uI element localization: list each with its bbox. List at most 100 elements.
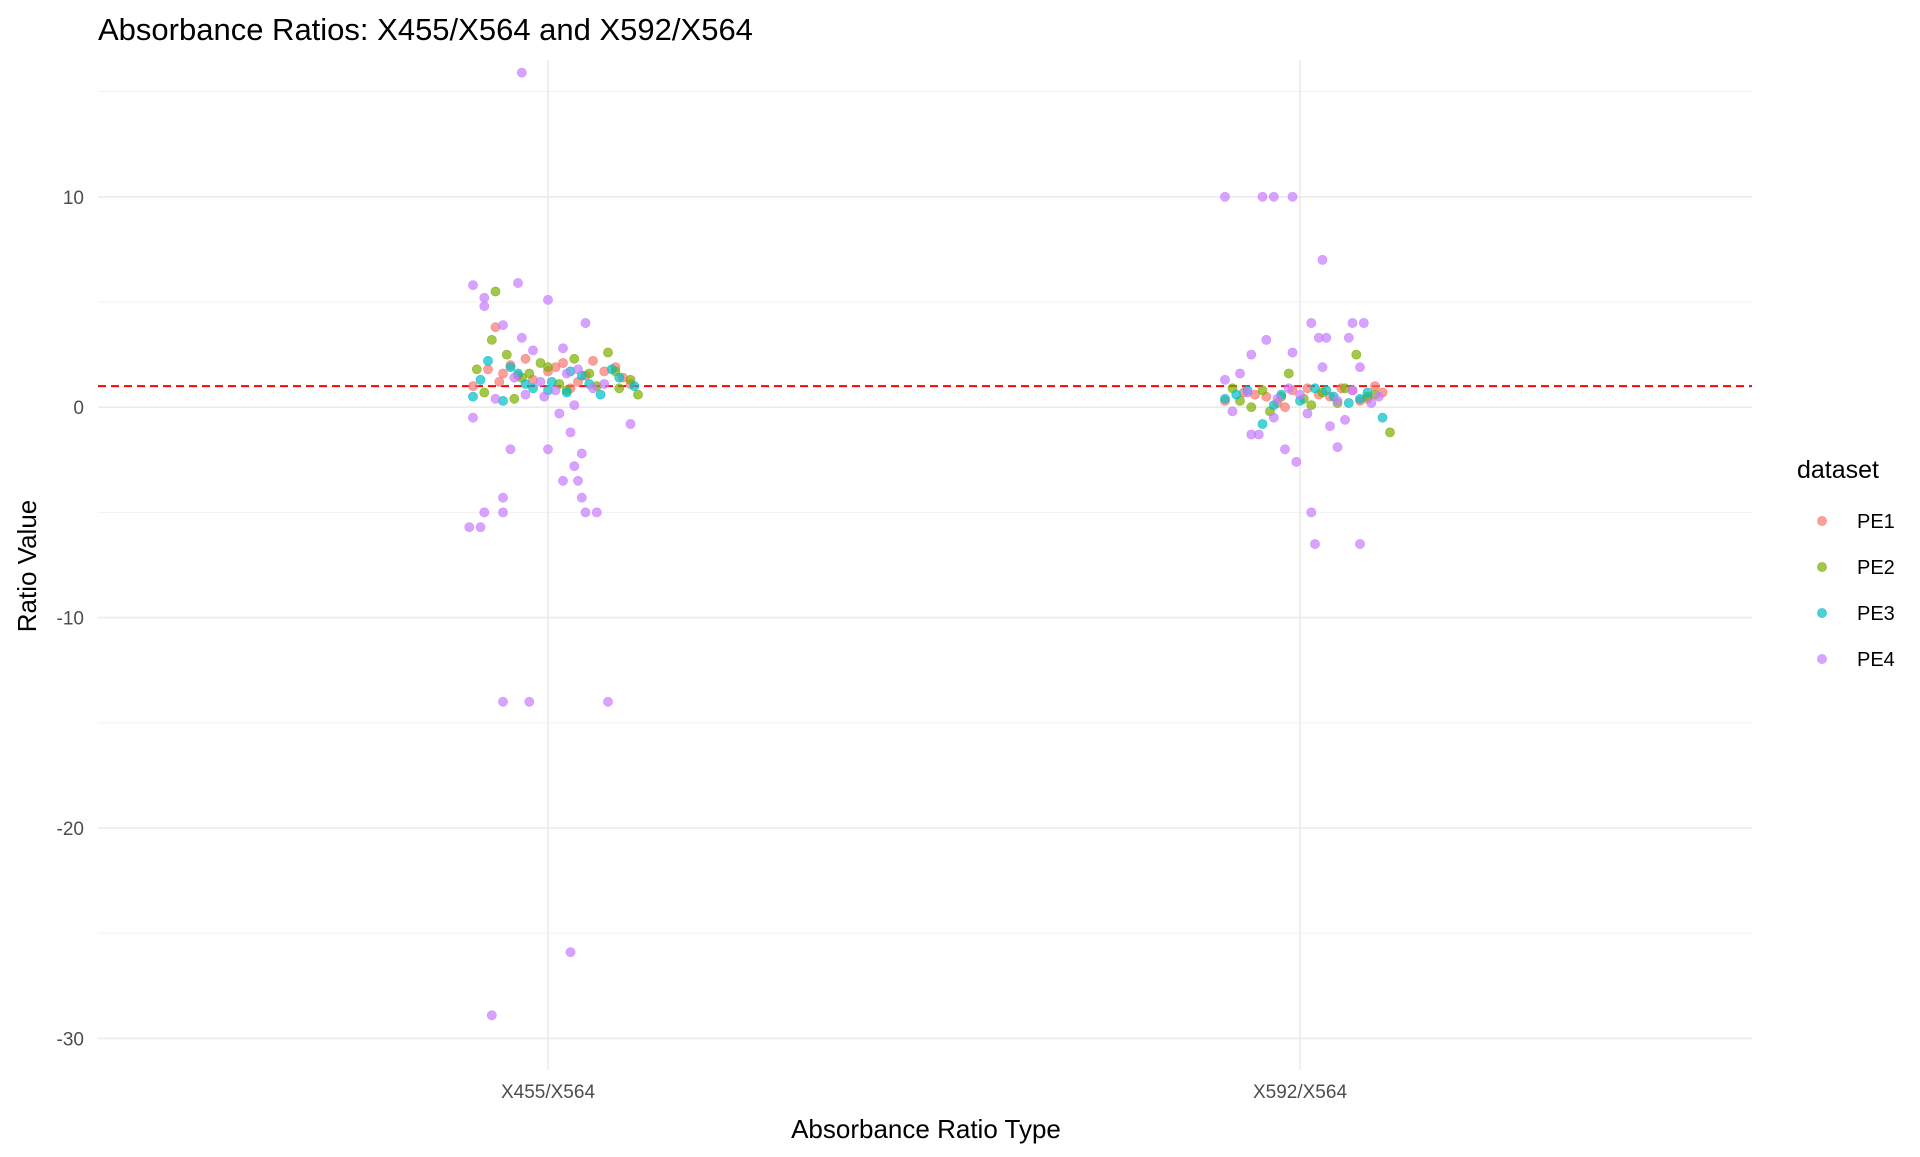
data-point-pe4 [550, 385, 561, 396]
legend-key-pe3 [1817, 608, 1827, 618]
data-point-pe2 [603, 347, 613, 358]
data-point-pe1 [494, 376, 505, 387]
data-point-pe3 [475, 374, 486, 385]
legend-label-pe3: PE3 [1857, 603, 1895, 625]
data-point-pe1 [468, 381, 478, 391]
data-point-pe4 [1317, 254, 1328, 265]
data-point-pe4 [588, 383, 598, 394]
data-point-pe4 [1332, 395, 1343, 406]
series-pe1 [468, 322, 1388, 413]
data-point-pe2 [479, 387, 490, 398]
data-point-pe3 [595, 389, 606, 400]
data-point-pe4 [1253, 429, 1264, 440]
legend-key-pe4 [1817, 654, 1827, 664]
data-point-pe4 [479, 292, 490, 303]
data-point-pe2 [633, 389, 643, 400]
data-point-pe4 [576, 448, 587, 459]
data-point-pe4 [569, 461, 580, 471]
data-point-pe4 [505, 444, 516, 455]
data-point-pe1 [1370, 381, 1380, 391]
data-point-pe4 [1287, 191, 1298, 202]
data-point-pe4 [580, 507, 591, 518]
data-point-pe4 [591, 507, 602, 518]
data-point-pe3 [1362, 387, 1373, 398]
data-point-pe2 [535, 358, 546, 368]
data-point-pe4 [1302, 408, 1313, 419]
data-point-pe4 [1355, 539, 1365, 549]
y-axis-ticks: 10 0 -10 -20 -30 [57, 188, 84, 1051]
data-point-pe4 [1358, 318, 1369, 328]
data-point-pe3 [1257, 419, 1268, 429]
data-point-pe4 [1268, 191, 1279, 202]
data-point-pe4 [1287, 347, 1298, 358]
x-axis-title: Absorbance Ratio Type [791, 1114, 1061, 1144]
data-point-pe2 [501, 349, 512, 360]
data-point-pe4 [599, 379, 610, 389]
data-point-pe4 [558, 475, 568, 486]
data-point-pe4 [1306, 507, 1317, 518]
data-point-pe4 [565, 427, 576, 438]
data-point-pe4 [486, 1010, 497, 1021]
x-tick-label: X592/X564 [1253, 1082, 1347, 1103]
data-point-pe4 [513, 278, 523, 288]
data-point-pe4 [543, 294, 553, 305]
data-point-pe3 [1343, 398, 1354, 408]
data-point-pe4 [479, 301, 490, 312]
data-point-pe3 [520, 379, 531, 389]
data-point-pe4 [1306, 318, 1317, 328]
legend-label-pe1: PE1 [1857, 511, 1895, 533]
data-point-pe2 [524, 368, 535, 379]
y-tick-label: 10 [63, 188, 84, 209]
series-pe2 [471, 286, 1395, 438]
data-point-pe4 [468, 280, 478, 290]
data-point-pe4 [464, 522, 475, 532]
y-tick-label: -10 [57, 609, 84, 630]
data-point-pe4 [1242, 387, 1253, 398]
data-point-pe3 [1310, 383, 1320, 394]
data-point-pe4 [573, 475, 583, 486]
data-point-pe4 [1283, 383, 1294, 394]
data-point-pe4 [1310, 539, 1320, 549]
data-point-pe4 [1373, 391, 1384, 402]
data-point-pe4 [1272, 393, 1283, 404]
legend-key-pe1 [1817, 516, 1827, 526]
data-point-pe4 [520, 389, 531, 400]
data-point-pe4 [516, 67, 527, 78]
data-point-pe3 [1220, 393, 1230, 404]
data-point-pe4 [561, 368, 572, 379]
data-point-pe4 [565, 947, 576, 958]
x-tick-label: X455/X564 [501, 1082, 595, 1103]
data-point-pe4 [1227, 406, 1238, 417]
grid-lines [98, 60, 1752, 1070]
data-point-pe4 [1317, 362, 1328, 373]
data-point-pe4 [468, 412, 478, 423]
data-point-pe1 [520, 353, 531, 364]
data-point-pe4 [1257, 191, 1268, 202]
data-point-pe4 [509, 372, 520, 383]
data-point-pe4 [1332, 442, 1343, 453]
data-point-pe4 [1366, 398, 1377, 408]
data-point-pe4 [1268, 412, 1279, 423]
data-point-pe2 [1385, 427, 1395, 438]
data-point-pe4 [1261, 334, 1272, 345]
data-point-pe2 [543, 362, 553, 373]
data-point-pe4 [475, 522, 486, 532]
data-point-pe4 [498, 320, 508, 330]
data-point-pe4 [498, 696, 508, 707]
data-point-pe2 [471, 364, 482, 375]
data-point-pe4 [1246, 349, 1257, 360]
data-point-pe2 [1351, 349, 1362, 360]
data-point-pe2 [486, 334, 497, 345]
data-point-pe3 [561, 387, 572, 398]
data-point-pe4 [490, 393, 501, 404]
data-point-pe2 [509, 393, 520, 404]
data-point-pe4 [543, 444, 553, 455]
data-point-pe3 [606, 364, 617, 375]
data-point-pe4 [524, 696, 535, 707]
data-point-pe4 [1340, 414, 1350, 425]
data-point-pe2 [1283, 368, 1294, 379]
data-point-pe1 [588, 355, 598, 366]
data-point-pe4 [1280, 444, 1290, 455]
data-point-pe1 [483, 364, 493, 375]
